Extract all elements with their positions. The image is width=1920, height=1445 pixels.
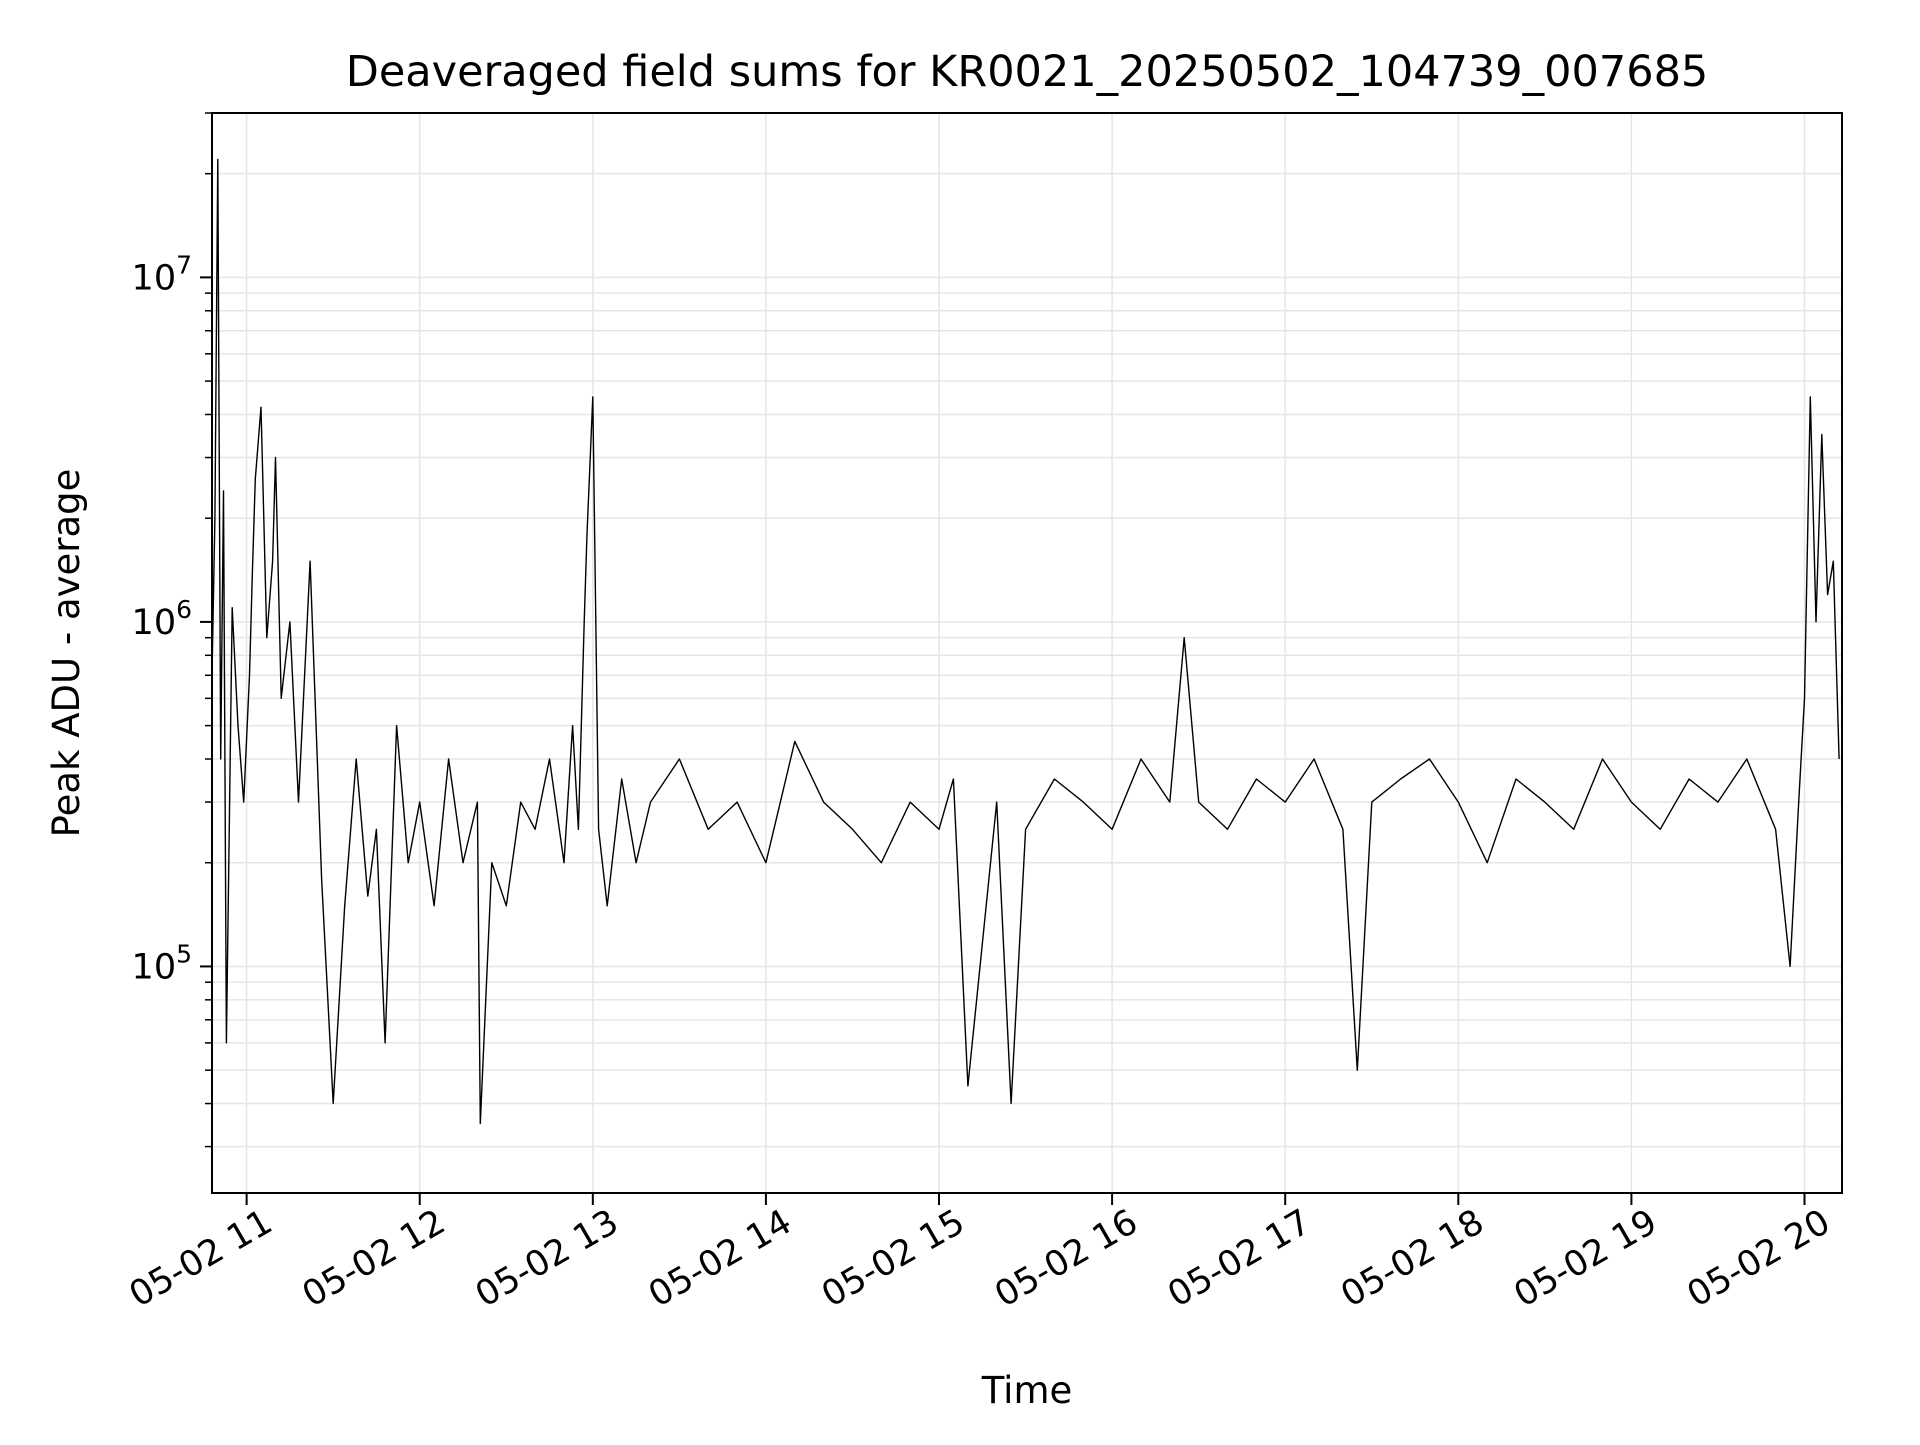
x-tick-label: 05-02 20 xyxy=(1681,1202,1837,1315)
x-tick-label: 05-02 17 xyxy=(1161,1202,1317,1315)
x-tick-label: 05-02 19 xyxy=(1508,1202,1664,1315)
y-tick-label: 106 xyxy=(132,595,192,643)
x-tick-label: 05-02 15 xyxy=(815,1202,971,1315)
x-axis-label: Time xyxy=(981,1369,1073,1412)
series-line xyxy=(211,158,1840,1125)
y-axis-label: Peak ADU - average xyxy=(45,469,88,838)
y-tick-label: 107 xyxy=(132,250,192,298)
x-tick-label: 05-02 16 xyxy=(988,1202,1144,1315)
plot-frame xyxy=(211,112,1843,1194)
chart-title: Deaveraged field sums for KR0021_2025050… xyxy=(346,47,1709,97)
x-tick-label: 05-02 14 xyxy=(642,1202,798,1315)
y-tick-base: 10 xyxy=(132,603,177,643)
y-tick-base: 10 xyxy=(132,947,177,987)
x-tick-label: 05-02 13 xyxy=(469,1202,625,1315)
series-layer xyxy=(211,158,1840,1125)
y-tick-exponent: 7 xyxy=(176,250,192,279)
x-tick-label: 05-02 11 xyxy=(123,1202,279,1315)
x-tick-label: 05-02 18 xyxy=(1335,1202,1491,1315)
grid-layer xyxy=(212,112,1842,1193)
x-axis-ticks: 05-02 11 05-02 12 05-02 13 05-02 14 05-02 15… xyxy=(123,1193,1837,1315)
y-tick-exponent: 5 xyxy=(176,939,192,968)
x-tick-label: 05-02 12 xyxy=(296,1202,452,1315)
y-tick-base: 10 xyxy=(132,258,177,298)
y-tick-exponent: 6 xyxy=(176,595,192,624)
y-tick-label: 105 xyxy=(132,939,192,987)
